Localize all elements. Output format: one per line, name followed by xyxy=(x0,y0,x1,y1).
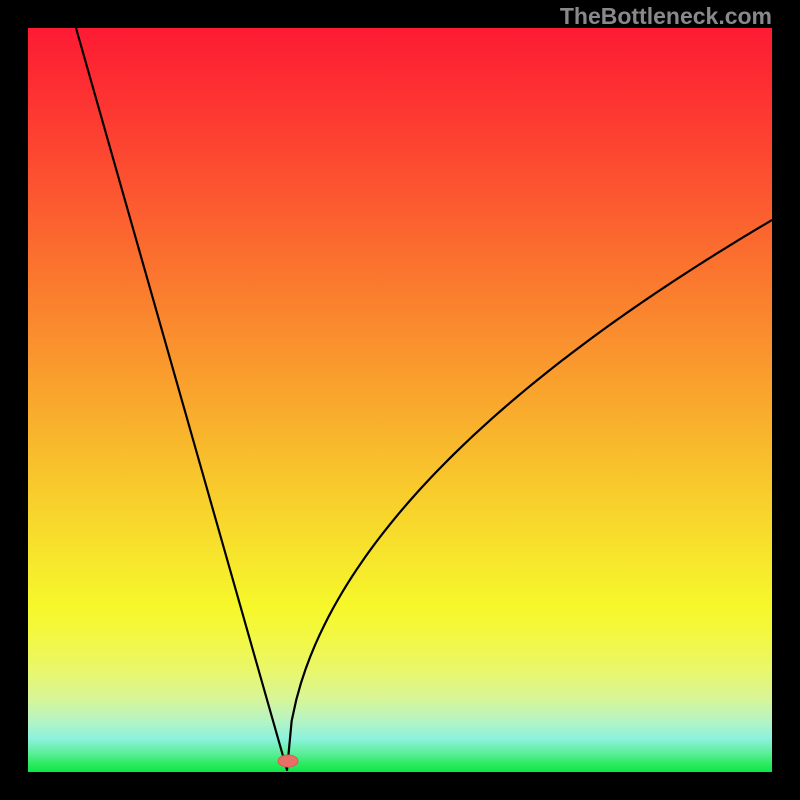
optimal-point-marker xyxy=(276,753,300,769)
chart-background xyxy=(28,28,772,772)
bottleneck-chart xyxy=(28,28,772,772)
chart-container: TheBottleneck.com xyxy=(0,0,800,800)
watermark-label: TheBottleneck.com xyxy=(560,3,772,30)
